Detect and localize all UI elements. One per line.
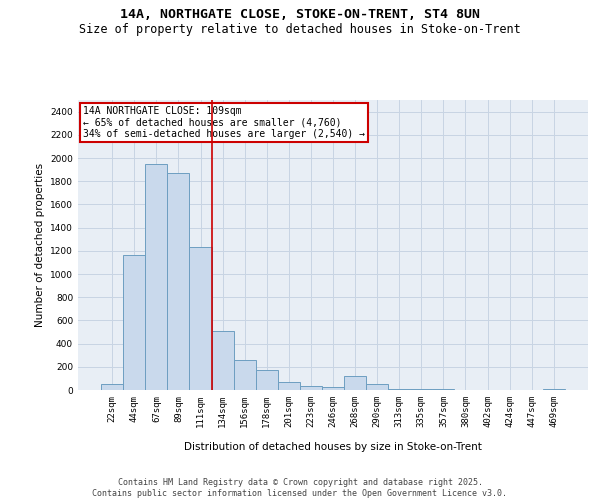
Y-axis label: Number of detached properties: Number of detached properties — [35, 163, 44, 327]
Bar — [322, 387, 344, 390]
Bar — [123, 256, 145, 390]
Text: 14A, NORTHGATE CLOSE, STOKE-ON-TRENT, ST4 8UN: 14A, NORTHGATE CLOSE, STOKE-ON-TRENT, ST… — [120, 8, 480, 20]
Text: Contains HM Land Registry data © Crown copyright and database right 2025.
Contai: Contains HM Land Registry data © Crown c… — [92, 478, 508, 498]
Bar — [366, 384, 388, 390]
Bar — [344, 376, 366, 390]
Bar — [212, 331, 233, 390]
Text: Size of property relative to detached houses in Stoke-on-Trent: Size of property relative to detached ho… — [79, 22, 521, 36]
Bar — [101, 384, 123, 390]
Bar — [190, 248, 212, 390]
Bar — [300, 386, 322, 390]
Bar — [167, 173, 190, 390]
Text: Distribution of detached houses by size in Stoke-on-Trent: Distribution of detached houses by size … — [184, 442, 482, 452]
Bar — [278, 382, 300, 390]
Text: 14A NORTHGATE CLOSE: 109sqm
← 65% of detached houses are smaller (4,760)
34% of : 14A NORTHGATE CLOSE: 109sqm ← 65% of det… — [83, 106, 365, 139]
Bar — [543, 389, 565, 390]
Bar — [233, 360, 256, 390]
Bar — [256, 370, 278, 390]
Bar — [145, 164, 167, 390]
